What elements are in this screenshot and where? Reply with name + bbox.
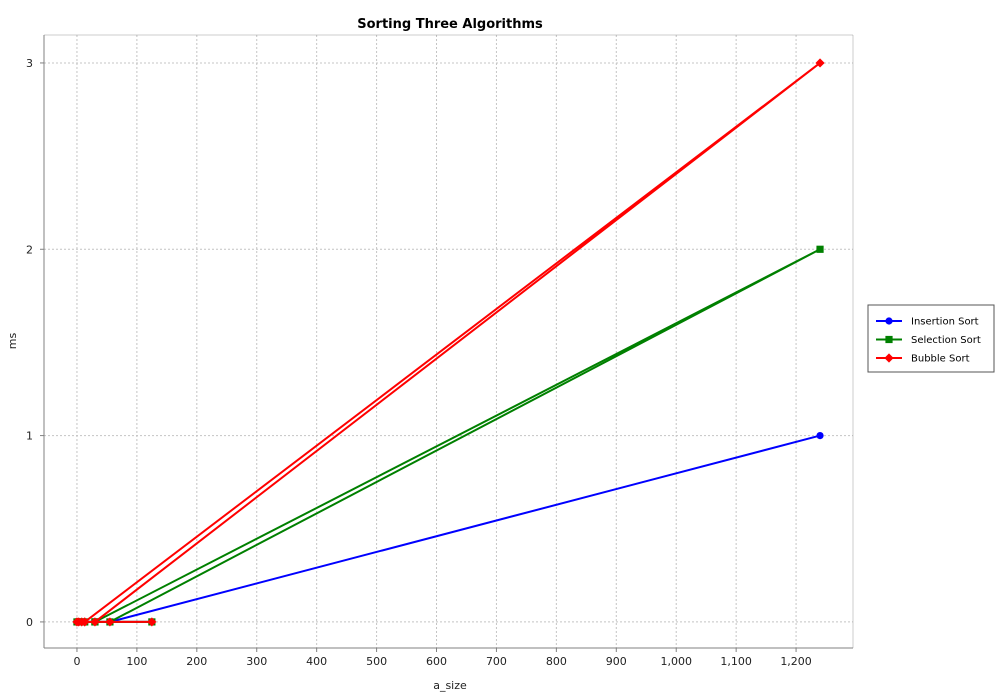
legend-item: Insertion Sort [876, 317, 979, 328]
x-tick-label: 0 [73, 655, 80, 668]
series-layer [72, 58, 825, 627]
y-axis-title: ms [6, 333, 19, 350]
data-point [816, 431, 824, 440]
legend-label: Bubble Sort [911, 354, 970, 365]
data-point [816, 245, 824, 253]
data-point [815, 58, 825, 68]
x-tick-label: 300 [246, 655, 267, 668]
y-tick-label: 3 [26, 57, 33, 70]
data-point [105, 617, 115, 627]
y-tick-label: 2 [26, 243, 33, 256]
axes: 0 100 200 300 400 500 600 700 800 900 1,000 1,100 1,… [26, 34, 854, 668]
x-tick-label: 400 [306, 655, 327, 668]
x-axis-title: a_size [433, 679, 467, 692]
x-tick-label: 200 [186, 655, 207, 668]
x-tick-label: 500 [366, 655, 387, 668]
series-bubble-sort [72, 58, 825, 627]
x-tick-label: 800 [546, 655, 567, 668]
data-point [80, 617, 90, 627]
legend-marker [885, 317, 893, 325]
y-tick-label: 1 [26, 430, 33, 443]
legend-item: Bubble Sort [876, 353, 970, 365]
x-tick-label: 1,100 [720, 655, 752, 668]
legend-marker [885, 335, 893, 344]
x-tick-label: 600 [426, 655, 447, 668]
grid [44, 35, 853, 648]
legend-label: Selection Sort [911, 335, 981, 346]
legend-item: Selection Sort [876, 335, 981, 346]
x-tick-label: 100 [126, 655, 147, 668]
y-tick-label: 0 [26, 616, 33, 629]
x-tick-label: 1,200 [780, 655, 812, 668]
legend-label: Insertion Sort [911, 317, 979, 328]
legend: Insertion Sort Selection Sort Bubble Sort [867, 304, 995, 373]
x-tick-label: 1,000 [660, 655, 692, 668]
data-point [90, 617, 100, 627]
legend-marker [884, 353, 894, 363]
x-tick-label: 700 [486, 655, 507, 668]
x-tick-label: 900 [606, 655, 627, 668]
data-point [147, 617, 157, 627]
plot-area [44, 35, 853, 648]
chart-title: Sorting Three Algorithms [357, 17, 543, 32]
